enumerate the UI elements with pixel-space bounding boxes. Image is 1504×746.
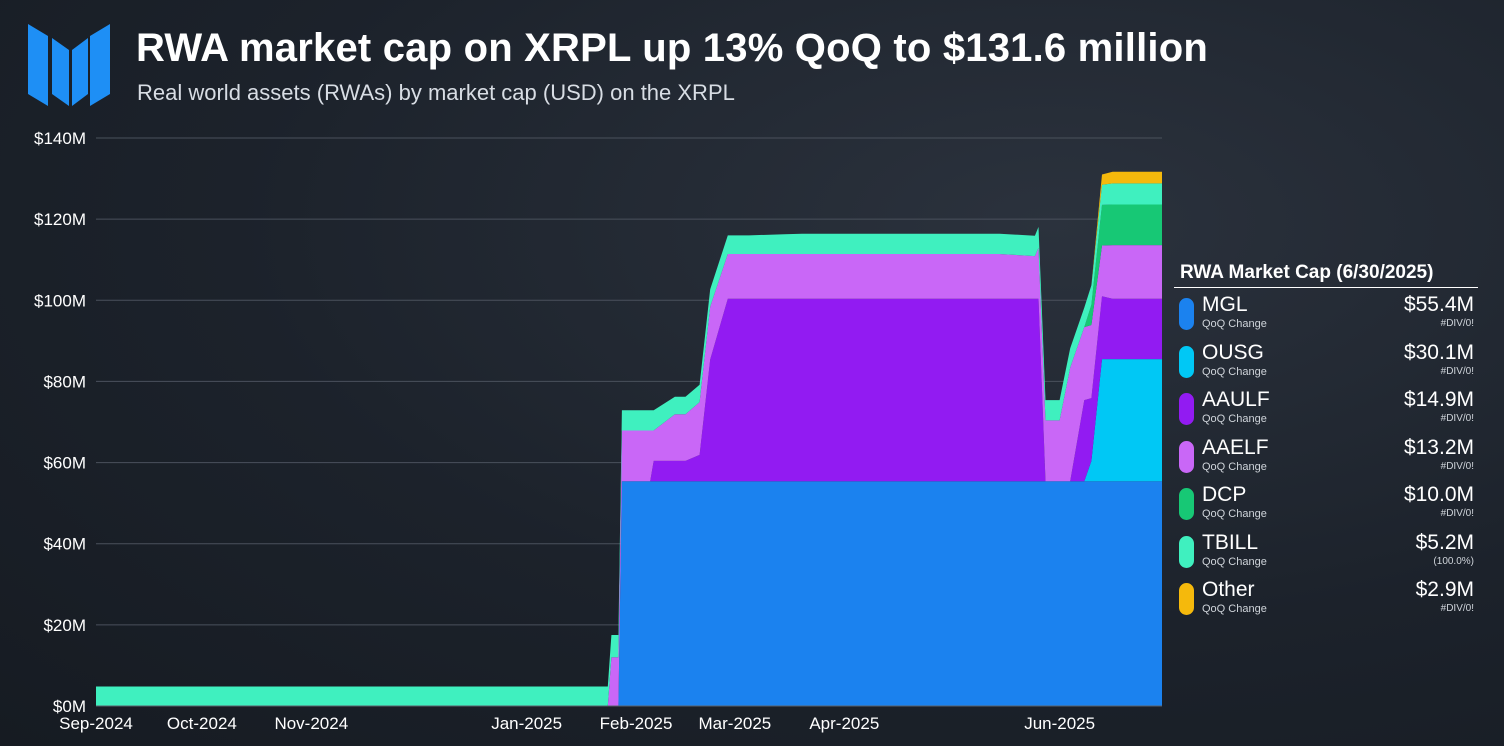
messari-logo-icon xyxy=(28,24,110,106)
legend-item-dcp: DCP QoQ Change $10.0M #DIV/0! xyxy=(1174,478,1478,526)
legend-item-ousg: OUSG QoQ Change $30.1M #DIV/0! xyxy=(1174,336,1478,384)
legend-item-sublabel: QoQ Change xyxy=(1202,508,1267,520)
legend-item-aaulf: AAULF QoQ Change $14.9M #DIV/0! xyxy=(1174,383,1478,431)
legend-swatch xyxy=(1179,535,1194,568)
series-area-aaelf xyxy=(96,245,1162,706)
legend-item-change: (100.0%) xyxy=(1433,555,1474,567)
x-tick-label: Feb-2025 xyxy=(600,714,673,733)
legend-item-value: $14.9M xyxy=(1403,388,1474,411)
legend-item-change: #DIV/0! xyxy=(1440,413,1474,424)
x-tick-label: Oct-2024 xyxy=(167,714,237,733)
legend-item-sublabel: QoQ Change xyxy=(1202,318,1267,330)
y-tick-label: $40M xyxy=(43,535,86,554)
legend-item-name: AAELF xyxy=(1202,435,1269,459)
series-area-mgl xyxy=(96,481,1162,706)
legend-item-value: $55.4M xyxy=(1403,293,1474,316)
legend-item-sublabel: QoQ Change xyxy=(1202,460,1267,473)
legend-items: MGL QoQ Change $55.4M #DIV/0! OUSG QoQ Change… xyxy=(1174,288,1478,621)
legend-item-change: #DIV/0! xyxy=(1440,460,1474,472)
legend-item-other: Other QoQ Change $2.9M #DIV/0! xyxy=(1174,573,1478,621)
legend-item-sublabel: QoQ Change xyxy=(1202,413,1267,425)
legend-swatch xyxy=(1179,298,1194,330)
legend-swatch xyxy=(1179,488,1194,520)
legend-item-change: #DIV/0! xyxy=(1440,318,1474,329)
y-tick-label: $60M xyxy=(43,454,86,473)
y-tick-label: $120M xyxy=(34,210,86,229)
legend-swatch xyxy=(1179,393,1194,425)
y-tick-label: $140M xyxy=(34,129,86,148)
legend-item-tbill: TBILL QoQ Change $5.2M (100.0%) xyxy=(1174,526,1478,574)
legend-item-value: $2.9M xyxy=(1415,578,1474,601)
legend-item-change: #DIV/0! xyxy=(1440,508,1474,519)
legend-item-name: Other xyxy=(1202,578,1255,601)
legend-swatch xyxy=(1179,345,1194,378)
legend-item-aaelf: AAELF QoQ Change $13.2M #DIV/0! xyxy=(1174,431,1478,479)
x-tick-label: Sep-2024 xyxy=(59,714,133,733)
legend-item-sublabel: QoQ Change xyxy=(1202,555,1267,568)
legend-swatch xyxy=(1179,440,1194,473)
legend-item-change: #DIV/0! xyxy=(1440,365,1474,377)
y-tick-label: $80M xyxy=(43,372,86,391)
legend-item-name: TBILL xyxy=(1202,530,1259,554)
x-tick-label: Apr-2025 xyxy=(809,714,879,733)
y-tick-label: $100M xyxy=(34,291,86,310)
legend-item-name: MGL xyxy=(1202,293,1248,316)
legend-item-value: $30.1M xyxy=(1403,340,1474,364)
legend-item-value: $5.2M xyxy=(1415,530,1474,554)
x-tick-label: Jun-2025 xyxy=(1024,714,1095,733)
chart-title: RWA market cap on XRPL up 13% QoQ to $13… xyxy=(136,26,1208,70)
chart-subtitle: Real world assets (RWAs) by market cap (… xyxy=(137,80,735,105)
legend-item-name: AAULF xyxy=(1202,388,1270,411)
series-area-aaulf xyxy=(96,296,1162,706)
legend-item-value: $13.2M xyxy=(1403,435,1474,459)
x-tick-label: Jan-2025 xyxy=(491,714,562,733)
legend: RWA Market Cap (6/30/2025) MGL QoQ Change… xyxy=(1174,262,1478,621)
x-tick-label: Nov-2024 xyxy=(274,714,348,733)
y-tick-label: $0M xyxy=(53,697,86,716)
legend-item-name: DCP xyxy=(1202,483,1247,506)
legend-item-name: OUSG xyxy=(1202,340,1264,364)
legend-title: RWA Market Cap (6/30/2025) xyxy=(1174,262,1478,288)
legend-item-mgl: MGL QoQ Change $55.4M #DIV/0! xyxy=(1174,288,1478,336)
stacked-area-chart: $0M $20M $40M $60M $80M $100M $120M $140M Sep-20… xyxy=(34,129,1162,733)
legend-swatch xyxy=(1179,583,1194,615)
legend-item-sublabel: QoQ Change xyxy=(1202,603,1267,615)
legend-item-sublabel: QoQ Change xyxy=(1202,365,1267,378)
legend-item-change: #DIV/0! xyxy=(1440,603,1474,614)
x-tick-label: Mar-2025 xyxy=(699,714,772,733)
legend-item-value: $10.0M xyxy=(1403,483,1474,506)
y-tick-label: $20M xyxy=(43,616,86,635)
